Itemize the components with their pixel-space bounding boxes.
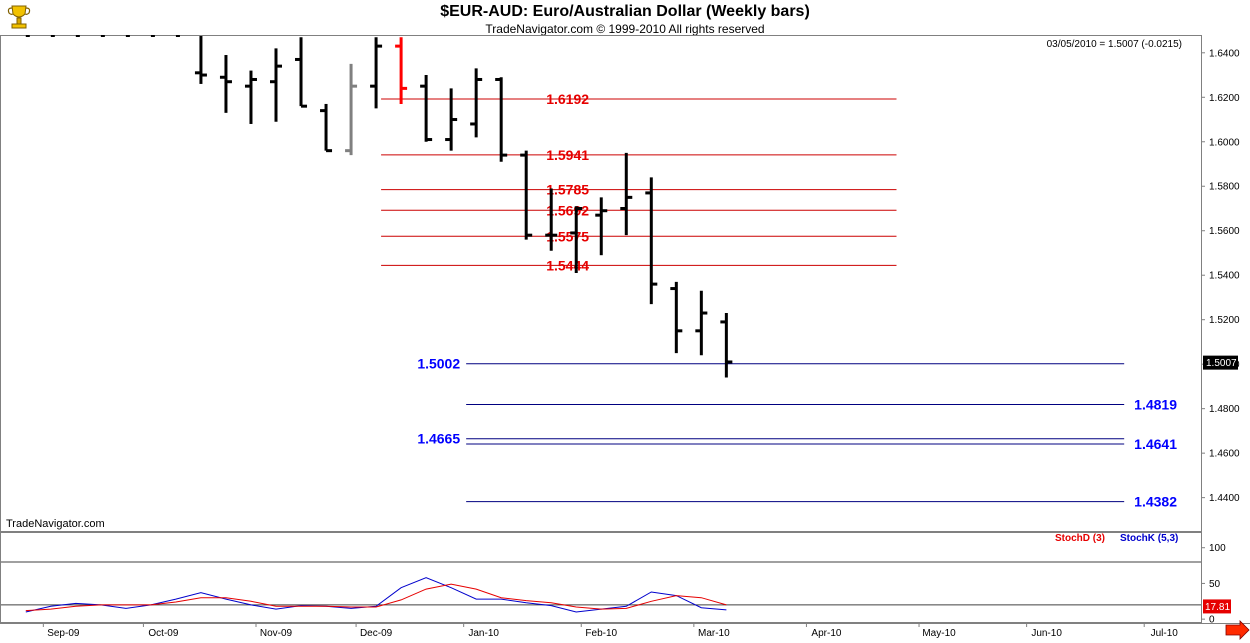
x-tick-label: Sep-09 <box>47 628 80 639</box>
level-label: 1.4665 <box>417 431 460 447</box>
x-tick-label: Jul-10 <box>1151 628 1179 639</box>
price-axis: 1.44001.46001.48001.50001.52001.54001.56… <box>1201 48 1240 504</box>
scroll-right-arrow-icon[interactable] <box>1225 620 1250 640</box>
level-label: 1.5692 <box>546 202 589 218</box>
level-lines: 1.6192 1.5941 1.5785 1.5692 1.5575 1.5444 1.50… <box>381 91 1177 510</box>
x-axis: Sep-09 Oct-09 Nov-09 Dec-09 Jan-10 Feb-10 Mar-… <box>42 623 1179 639</box>
level-label: 1.5444 <box>546 257 589 273</box>
level-label: 1.5785 <box>546 182 589 198</box>
osc-legend-item: StochK (5,3) <box>1120 533 1178 544</box>
osc-series-line <box>25 577 727 613</box>
osc-tick-label: 0 <box>1209 615 1215 626</box>
level-label: 1.4819 <box>1134 396 1177 412</box>
price-bars <box>25 35 733 378</box>
x-tick-label: Mar-10 <box>698 628 730 639</box>
level-label: 1.5941 <box>546 147 589 163</box>
x-tick-label: Jun-10 <box>1031 628 1062 639</box>
x-tick-label: Jan-10 <box>468 628 499 639</box>
oscillator-panel <box>0 532 1202 623</box>
x-tick-label: Nov-09 <box>260 628 293 639</box>
osc-tick-label: 50 <box>1209 579 1221 590</box>
oscillator: 0 50 100 StochD (3) StochK (5,3) 17.81 <box>1 533 1231 626</box>
current-price-marker <box>1203 355 1238 370</box>
price-tick-label: 1.5200 <box>1209 315 1240 326</box>
level-label: 1.4382 <box>1134 494 1177 510</box>
price-readout: 03/05/2010 = 1.5007 (-0.0215) <box>1047 39 1182 50</box>
x-tick-label: Apr-10 <box>811 628 841 639</box>
current-price-label: 1.5007 <box>1206 358 1237 369</box>
osc-series-line <box>25 583 727 612</box>
chart-subtitle: TradeNavigator.com © 1999-2010 All right… <box>485 22 765 36</box>
osc-legend-item: StochD (3) <box>1055 533 1105 544</box>
trophy-icon[interactable] <box>4 2 34 32</box>
watermark-label: TradeNavigator.com <box>6 518 105 530</box>
level-label: 1.5002 <box>417 356 460 372</box>
x-tick-label: Feb-10 <box>585 628 617 639</box>
price-tick-label: 1.6200 <box>1209 93 1240 104</box>
x-tick-label: May-10 <box>922 628 956 639</box>
price-tick-label: 1.6400 <box>1209 48 1240 59</box>
chart-title: $EUR-AUD: Euro/Australian Dollar (Weekly… <box>440 3 810 20</box>
osc-current-label: 17.81 <box>1205 602 1230 613</box>
level-label: 1.5575 <box>546 228 589 244</box>
price-tick-label: 1.5600 <box>1209 226 1240 237</box>
price-tick-label: 1.4800 <box>1209 404 1240 415</box>
x-tick-label: Dec-09 <box>360 628 393 639</box>
level-label: 1.6192 <box>546 91 589 107</box>
x-tick-label: Oct-09 <box>148 628 178 639</box>
level-label: 1.4641 <box>1134 436 1177 452</box>
price-tick-label: 1.5400 <box>1209 271 1240 282</box>
price-tick-label: 1.4400 <box>1209 493 1240 504</box>
price-panel <box>0 35 1202 532</box>
price-tick-label: 1.4600 <box>1209 449 1240 460</box>
price-tick-label: 1.5800 <box>1209 182 1240 193</box>
price-tick-label: 1.6000 <box>1209 137 1240 148</box>
osc-current-marker <box>1203 599 1231 614</box>
osc-tick-label: 100 <box>1209 543 1226 554</box>
